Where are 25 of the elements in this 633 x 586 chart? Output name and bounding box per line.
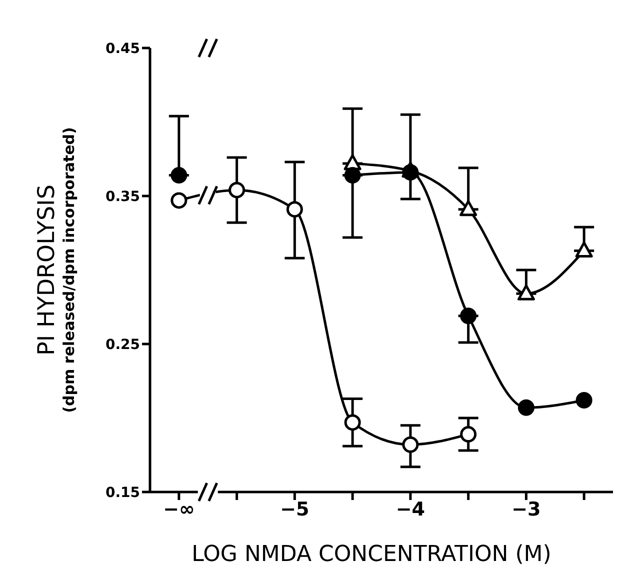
point [460, 200, 478, 216]
point [402, 164, 419, 181]
point [460, 426, 477, 443]
y-tick-label: 0.45 [105, 40, 140, 57]
x-tick-label: −5 [280, 498, 310, 520]
point [518, 399, 534, 416]
point [517, 284, 535, 300]
point [286, 201, 303, 218]
y-axis-title: PI HYDROLYSIS (dpm released/dpm incorporated) [34, 127, 78, 413]
point [344, 414, 361, 431]
x-tick-label: −4 [396, 498, 426, 520]
x-tick-label: −∞ [163, 498, 195, 520]
y-tick-label: 0.35 [105, 188, 140, 205]
point [402, 436, 419, 453]
point [170, 167, 188, 184]
point [460, 308, 477, 324]
y-tick-label: 0.25 [105, 336, 140, 353]
x-axis-title: LOG NMDA CONCENTRATION (M) [190, 542, 552, 567]
point [576, 392, 592, 408]
x-tick-label: −3 [512, 498, 541, 520]
y-tick-label: 0.15 [105, 484, 140, 501]
point [575, 242, 593, 258]
point [344, 167, 361, 184]
point [170, 192, 188, 209]
point [228, 182, 246, 198]
